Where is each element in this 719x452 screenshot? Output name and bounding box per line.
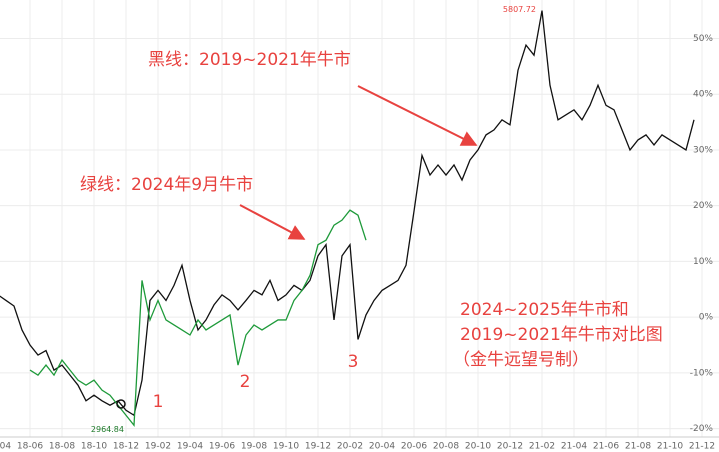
grid (0, 0, 719, 438)
annotation: 2024~2025年牛市和 (460, 300, 629, 320)
x-tick-label: 21-04 (561, 442, 587, 452)
x-tick-label: 21-06 (593, 442, 619, 452)
y-tick-label: -20% (690, 424, 714, 434)
marker-number: 3 (348, 352, 359, 372)
y-tick-label: 40% (693, 90, 713, 100)
arrow (357, 85, 478, 146)
series-line (29, 209, 367, 428)
y-tick-label: 30% (693, 145, 713, 155)
y-tick-label: 20% (693, 201, 713, 211)
low-marker (116, 399, 126, 409)
peak-label: 5807.72 (503, 5, 536, 14)
x-tick-label: 18-06 (17, 442, 43, 452)
x-tick-label: 18-08 (49, 442, 75, 452)
lines (0, 10, 695, 428)
y-tick-label: 0% (699, 313, 714, 323)
x-tick-label: 18-12 (113, 442, 139, 452)
x-tick-label: 20-12 (497, 442, 523, 452)
series-line (0, 10, 695, 417)
x-tick-label: 19-02 (145, 442, 171, 452)
y-tick-label: -10% (690, 368, 714, 378)
marker-number: 2 (240, 372, 251, 392)
arrow (239, 204, 306, 240)
x-tick-label: 20-08 (433, 442, 459, 452)
x-tick-label: 20-06 (401, 442, 427, 452)
x-tick-label: 19-10 (273, 442, 299, 452)
x-tick-label: 21-08 (625, 442, 651, 452)
annotation: 黑线：2019~2021年牛市 (148, 50, 351, 70)
x-tick-label: 18-04 (0, 442, 11, 452)
x-tick-label: 20-10 (465, 442, 491, 452)
x-tick-label: 19-08 (241, 442, 267, 452)
x-tick-label: 21-12 (689, 442, 715, 452)
y-tick-label: 10% (693, 257, 713, 267)
x-tick-label: 21-10 (657, 442, 683, 452)
x-tick-label: 19-06 (209, 442, 235, 452)
x-tick-label: 18-10 (81, 442, 107, 452)
y-tick-label: 50% (693, 34, 713, 44)
x-tick-label: 19-12 (305, 442, 331, 452)
marker-number: 1 (153, 392, 164, 412)
annotation: 绿线：2024年9月牛市 (80, 175, 253, 195)
annotation: （金牛远望号制） (453, 350, 589, 370)
x-tick-label: 21-02 (529, 442, 555, 452)
x-tick-label: 19-04 (177, 442, 203, 452)
low-label: 2964.84 (91, 425, 124, 434)
annotation: 2019~2021年牛市对比图 (460, 325, 663, 345)
x-tick-label: 20-04 (369, 442, 395, 452)
x-tick-label: 20-02 (337, 442, 363, 452)
